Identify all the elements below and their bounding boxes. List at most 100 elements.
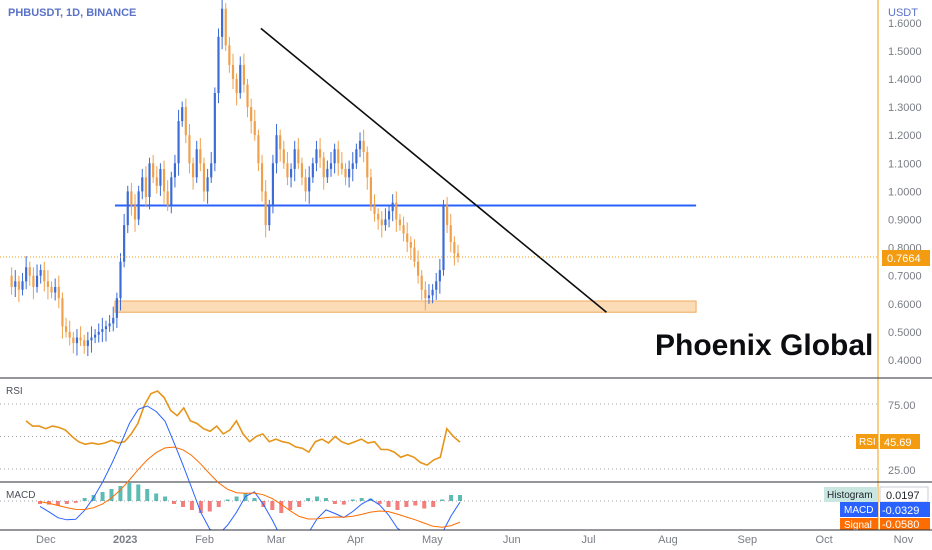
rsi-title: RSI bbox=[6, 386, 23, 397]
candle-body bbox=[213, 93, 216, 164]
candle-body bbox=[300, 163, 304, 178]
candle-body bbox=[221, 8, 224, 37]
price-tick-label: 0.5000 bbox=[888, 327, 922, 339]
histogram-bar bbox=[315, 496, 320, 501]
histogram-bar bbox=[404, 501, 409, 507]
candle-body bbox=[115, 298, 118, 318]
histogram-bar bbox=[341, 501, 346, 505]
candle-body bbox=[329, 163, 333, 169]
candle-body bbox=[366, 152, 369, 178]
histogram-bar bbox=[73, 501, 78, 503]
candle-body bbox=[152, 163, 155, 178]
candle-body bbox=[166, 191, 169, 206]
candle-body bbox=[337, 149, 340, 164]
rsi-tick-upper: 75.00 bbox=[888, 400, 916, 412]
candle-body bbox=[54, 286, 57, 293]
histogram-bar bbox=[332, 501, 337, 504]
histogram-value: 0.0197 bbox=[886, 490, 920, 502]
candle-body bbox=[79, 337, 82, 341]
candle-body bbox=[64, 326, 68, 332]
histogram-bar bbox=[431, 501, 436, 507]
candle-body bbox=[94, 334, 97, 338]
candle-body bbox=[424, 289, 427, 299]
candle-body bbox=[224, 8, 227, 46]
candle-body bbox=[260, 163, 264, 192]
candle-body bbox=[257, 135, 260, 164]
histogram-bar bbox=[109, 489, 114, 501]
candle-body bbox=[108, 323, 111, 327]
candle-body bbox=[242, 64, 245, 85]
histogram-bar bbox=[154, 493, 159, 501]
histogram-bar bbox=[252, 498, 257, 501]
candle-body bbox=[123, 225, 126, 262]
histogram-bar bbox=[377, 501, 382, 504]
candle-body bbox=[17, 281, 20, 290]
candle-body bbox=[14, 281, 17, 287]
candle-body bbox=[373, 205, 376, 214]
price-tick-label: 1.0000 bbox=[888, 186, 922, 198]
candle-body bbox=[333, 149, 336, 164]
price-tick-label: 1.6000 bbox=[888, 18, 922, 30]
candle-body bbox=[275, 135, 278, 164]
candle-body bbox=[177, 121, 180, 164]
rsi-value-tag bbox=[880, 434, 920, 449]
time-tick-label: Apr bbox=[347, 534, 364, 546]
histogram-bar bbox=[234, 496, 239, 501]
candle-body bbox=[119, 261, 122, 299]
candle-body bbox=[112, 317, 115, 324]
histogram-bar bbox=[189, 501, 194, 510]
macd-value: -0.0329 bbox=[882, 505, 919, 517]
histogram-bar bbox=[118, 486, 123, 501]
candle-body bbox=[188, 135, 191, 164]
candle-body bbox=[293, 149, 296, 169]
candle-body bbox=[438, 270, 441, 282]
time-tick-label: Sep bbox=[737, 534, 757, 546]
price-axis: USDT 0.40000.50000.60000.70000.80000.900… bbox=[877, 0, 930, 530]
rsi-name-tag bbox=[856, 434, 878, 449]
candle-body bbox=[148, 163, 151, 198]
candle-body bbox=[286, 163, 289, 178]
candle-body bbox=[369, 177, 372, 206]
candle-body bbox=[387, 211, 391, 220]
candle-body bbox=[377, 213, 380, 220]
candle-body bbox=[46, 281, 50, 287]
candle-body bbox=[340, 163, 343, 169]
time-tick-label: Feb bbox=[195, 534, 214, 546]
candle-body bbox=[21, 281, 24, 290]
candle-body bbox=[297, 149, 300, 164]
candle-body bbox=[83, 340, 86, 346]
histogram-bar bbox=[216, 501, 221, 507]
candle-body bbox=[351, 163, 354, 169]
time-tick-label: Nov bbox=[894, 534, 914, 546]
macd-label-tag bbox=[840, 502, 878, 517]
price-tick-label: 0.9000 bbox=[888, 215, 922, 227]
signal-label-tag bbox=[840, 518, 878, 530]
time-tick-label: Oct bbox=[816, 534, 833, 546]
candle-body bbox=[195, 149, 198, 178]
candle-body bbox=[384, 219, 387, 226]
candle-body bbox=[126, 191, 129, 226]
candle-body bbox=[170, 177, 173, 206]
histogram-bar bbox=[288, 501, 293, 510]
signal-label: Signal bbox=[844, 520, 872, 531]
candle-body bbox=[57, 286, 60, 299]
time-tick-label: 2023 bbox=[113, 534, 137, 546]
candle-body bbox=[181, 107, 184, 122]
candle-body bbox=[228, 45, 231, 65]
candle-body bbox=[279, 135, 282, 150]
price-tick-label: 0.4000 bbox=[888, 355, 922, 367]
candle-body bbox=[25, 267, 28, 282]
candle-body bbox=[413, 247, 416, 262]
histogram-bar bbox=[180, 501, 185, 507]
candle-body bbox=[75, 337, 79, 344]
histogram-label-tag bbox=[824, 487, 878, 502]
time-tick-label: Jul bbox=[582, 534, 596, 546]
price-tick-label: 0.7000 bbox=[888, 271, 922, 283]
histogram-bar bbox=[350, 499, 355, 501]
currency-label: USDT bbox=[888, 7, 918, 19]
price-tick-labels: 0.40000.50000.60000.70000.80000.90001.00… bbox=[888, 18, 922, 367]
time-tick-label: Mar bbox=[267, 534, 286, 546]
histogram-bar bbox=[136, 484, 141, 501]
candle-body bbox=[326, 168, 329, 178]
histogram-bar bbox=[145, 489, 150, 501]
